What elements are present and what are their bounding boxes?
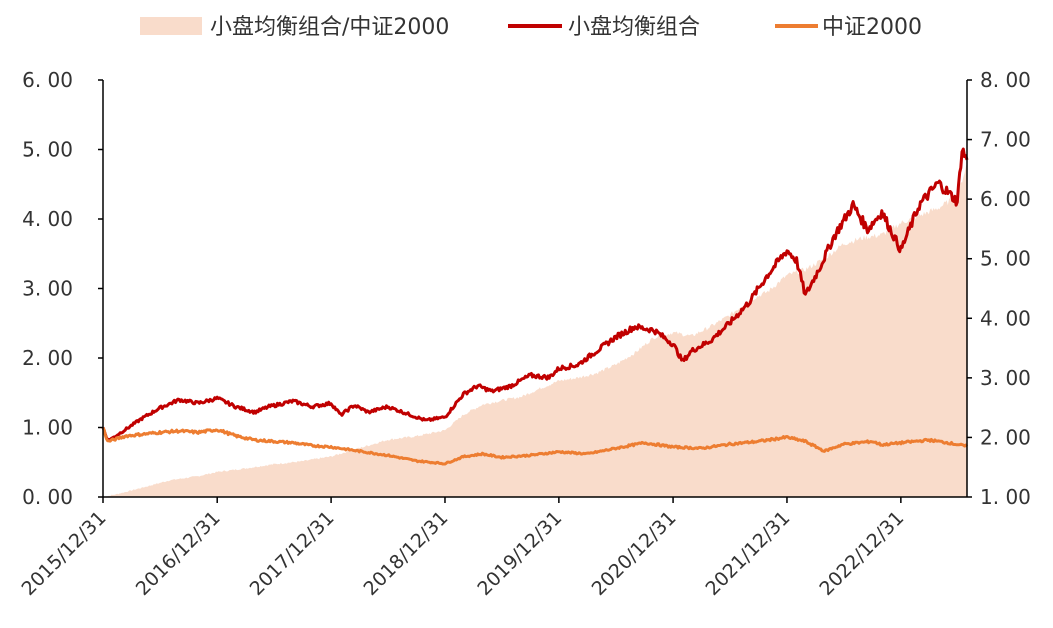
portfolio-line [101,147,969,441]
y-right-tick-label: 7. 00 [980,128,1031,152]
x-tick-label: 2018/12/31 [360,507,453,600]
y-left-tick-label: 2. 00 [22,346,73,370]
chart-legend: 小盘均衡组合/中证2000 小盘均衡组合 中证2000 [140,15,922,40]
y-right-tick-label: 2. 00 [980,425,1031,449]
y-left-tick-label: 0. 00 [22,485,73,509]
y-right-tick-label: 6. 00 [980,187,1031,211]
y-right-tick-label: 5. 00 [980,247,1031,271]
series-lines-layer [101,147,969,466]
y-right-tick-label: 1. 00 [980,485,1031,509]
x-tick-label: 2019/12/31 [473,507,566,600]
ratio-area [103,163,967,497]
y-right-tick-label: 4. 00 [980,306,1031,330]
x-tick-label: 2022/12/31 [815,507,908,600]
y-right-tick-label: 8. 00 [980,68,1031,92]
csi2000-line [101,427,969,466]
x-tick-label: 2017/12/31 [246,507,339,600]
x-tick-label: 2021/12/31 [702,507,795,600]
y-left-tick-label: 4. 00 [22,207,73,231]
x-tick-label: 2016/12/31 [132,507,225,600]
y-left-tick-label: 6. 00 [22,68,73,92]
legend-label-ratio: 小盘均衡组合/中证2000 [210,15,449,40]
y-left-tick-label: 1. 00 [22,416,73,440]
y-right-tick-label: 3. 00 [980,366,1031,390]
legend-label-portfolio: 小盘均衡组合 [568,15,700,40]
legend-swatch-ratio-area [140,17,202,35]
y-left-tick-label: 3. 00 [22,277,73,301]
axes-layer [98,79,972,503]
x-tick-label: 2020/12/31 [588,507,681,600]
y-left-tick-label: 5. 00 [22,138,73,162]
ratio-area-layer [103,163,967,497]
x-tick-label: 2015/12/31 [18,507,111,600]
legend-label-csi2000: 中证2000 [822,15,922,40]
